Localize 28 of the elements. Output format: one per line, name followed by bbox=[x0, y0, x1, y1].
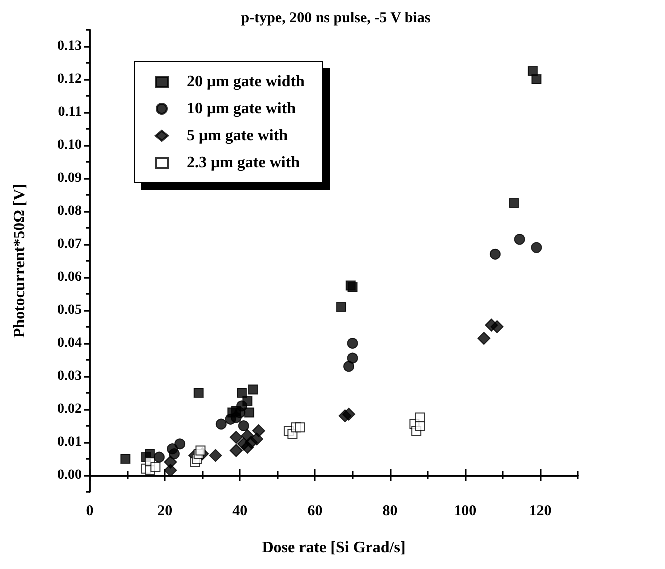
y-tick-label: 0.02 bbox=[58, 402, 82, 417]
x-tick-label: 80 bbox=[382, 504, 398, 520]
y-tick-label: 0.12 bbox=[58, 72, 82, 87]
x-tick-label: 60 bbox=[308, 504, 323, 520]
chart-title: p-type, 200 ns pulse, -5 V bias bbox=[241, 10, 431, 26]
legend-label: 5 μm gate with bbox=[187, 128, 288, 144]
y-tick-label: 0.11 bbox=[58, 105, 82, 120]
y-tick-label: 0.00 bbox=[58, 468, 82, 483]
y-tick-label: 0.07 bbox=[58, 237, 82, 252]
x-tick-label: 0 bbox=[86, 504, 94, 520]
y-tick-label: 0.08 bbox=[58, 204, 82, 219]
y-tick-label: 0.13 bbox=[58, 39, 82, 54]
legend-label: 10 μm gate with bbox=[187, 100, 296, 118]
y-tick-label: 0.06 bbox=[58, 270, 82, 285]
x-tick-label: 40 bbox=[232, 504, 248, 520]
x-axis-title: Dose rate [Si Grad/s] bbox=[262, 540, 406, 556]
y-tick-label: 0.01 bbox=[58, 435, 82, 450]
y-tick-label: 0.03 bbox=[58, 369, 82, 384]
y-tick-label: 0.05 bbox=[58, 303, 82, 318]
legend-label: 20 μm gate width bbox=[187, 74, 306, 90]
y-tick-label: 0.10 bbox=[58, 138, 82, 153]
y-axis-title: Photocurrent*50Ω [V] bbox=[12, 184, 28, 338]
x-tick-label: 120 bbox=[529, 504, 552, 520]
y-tick-label: 0.04 bbox=[58, 336, 82, 351]
legend-label: 2.3 μm gate with bbox=[187, 154, 300, 172]
x-tick-label: 20 bbox=[158, 504, 173, 520]
y-tick-label: 0.09 bbox=[58, 171, 82, 186]
x-tick-label: 100 bbox=[454, 504, 477, 520]
